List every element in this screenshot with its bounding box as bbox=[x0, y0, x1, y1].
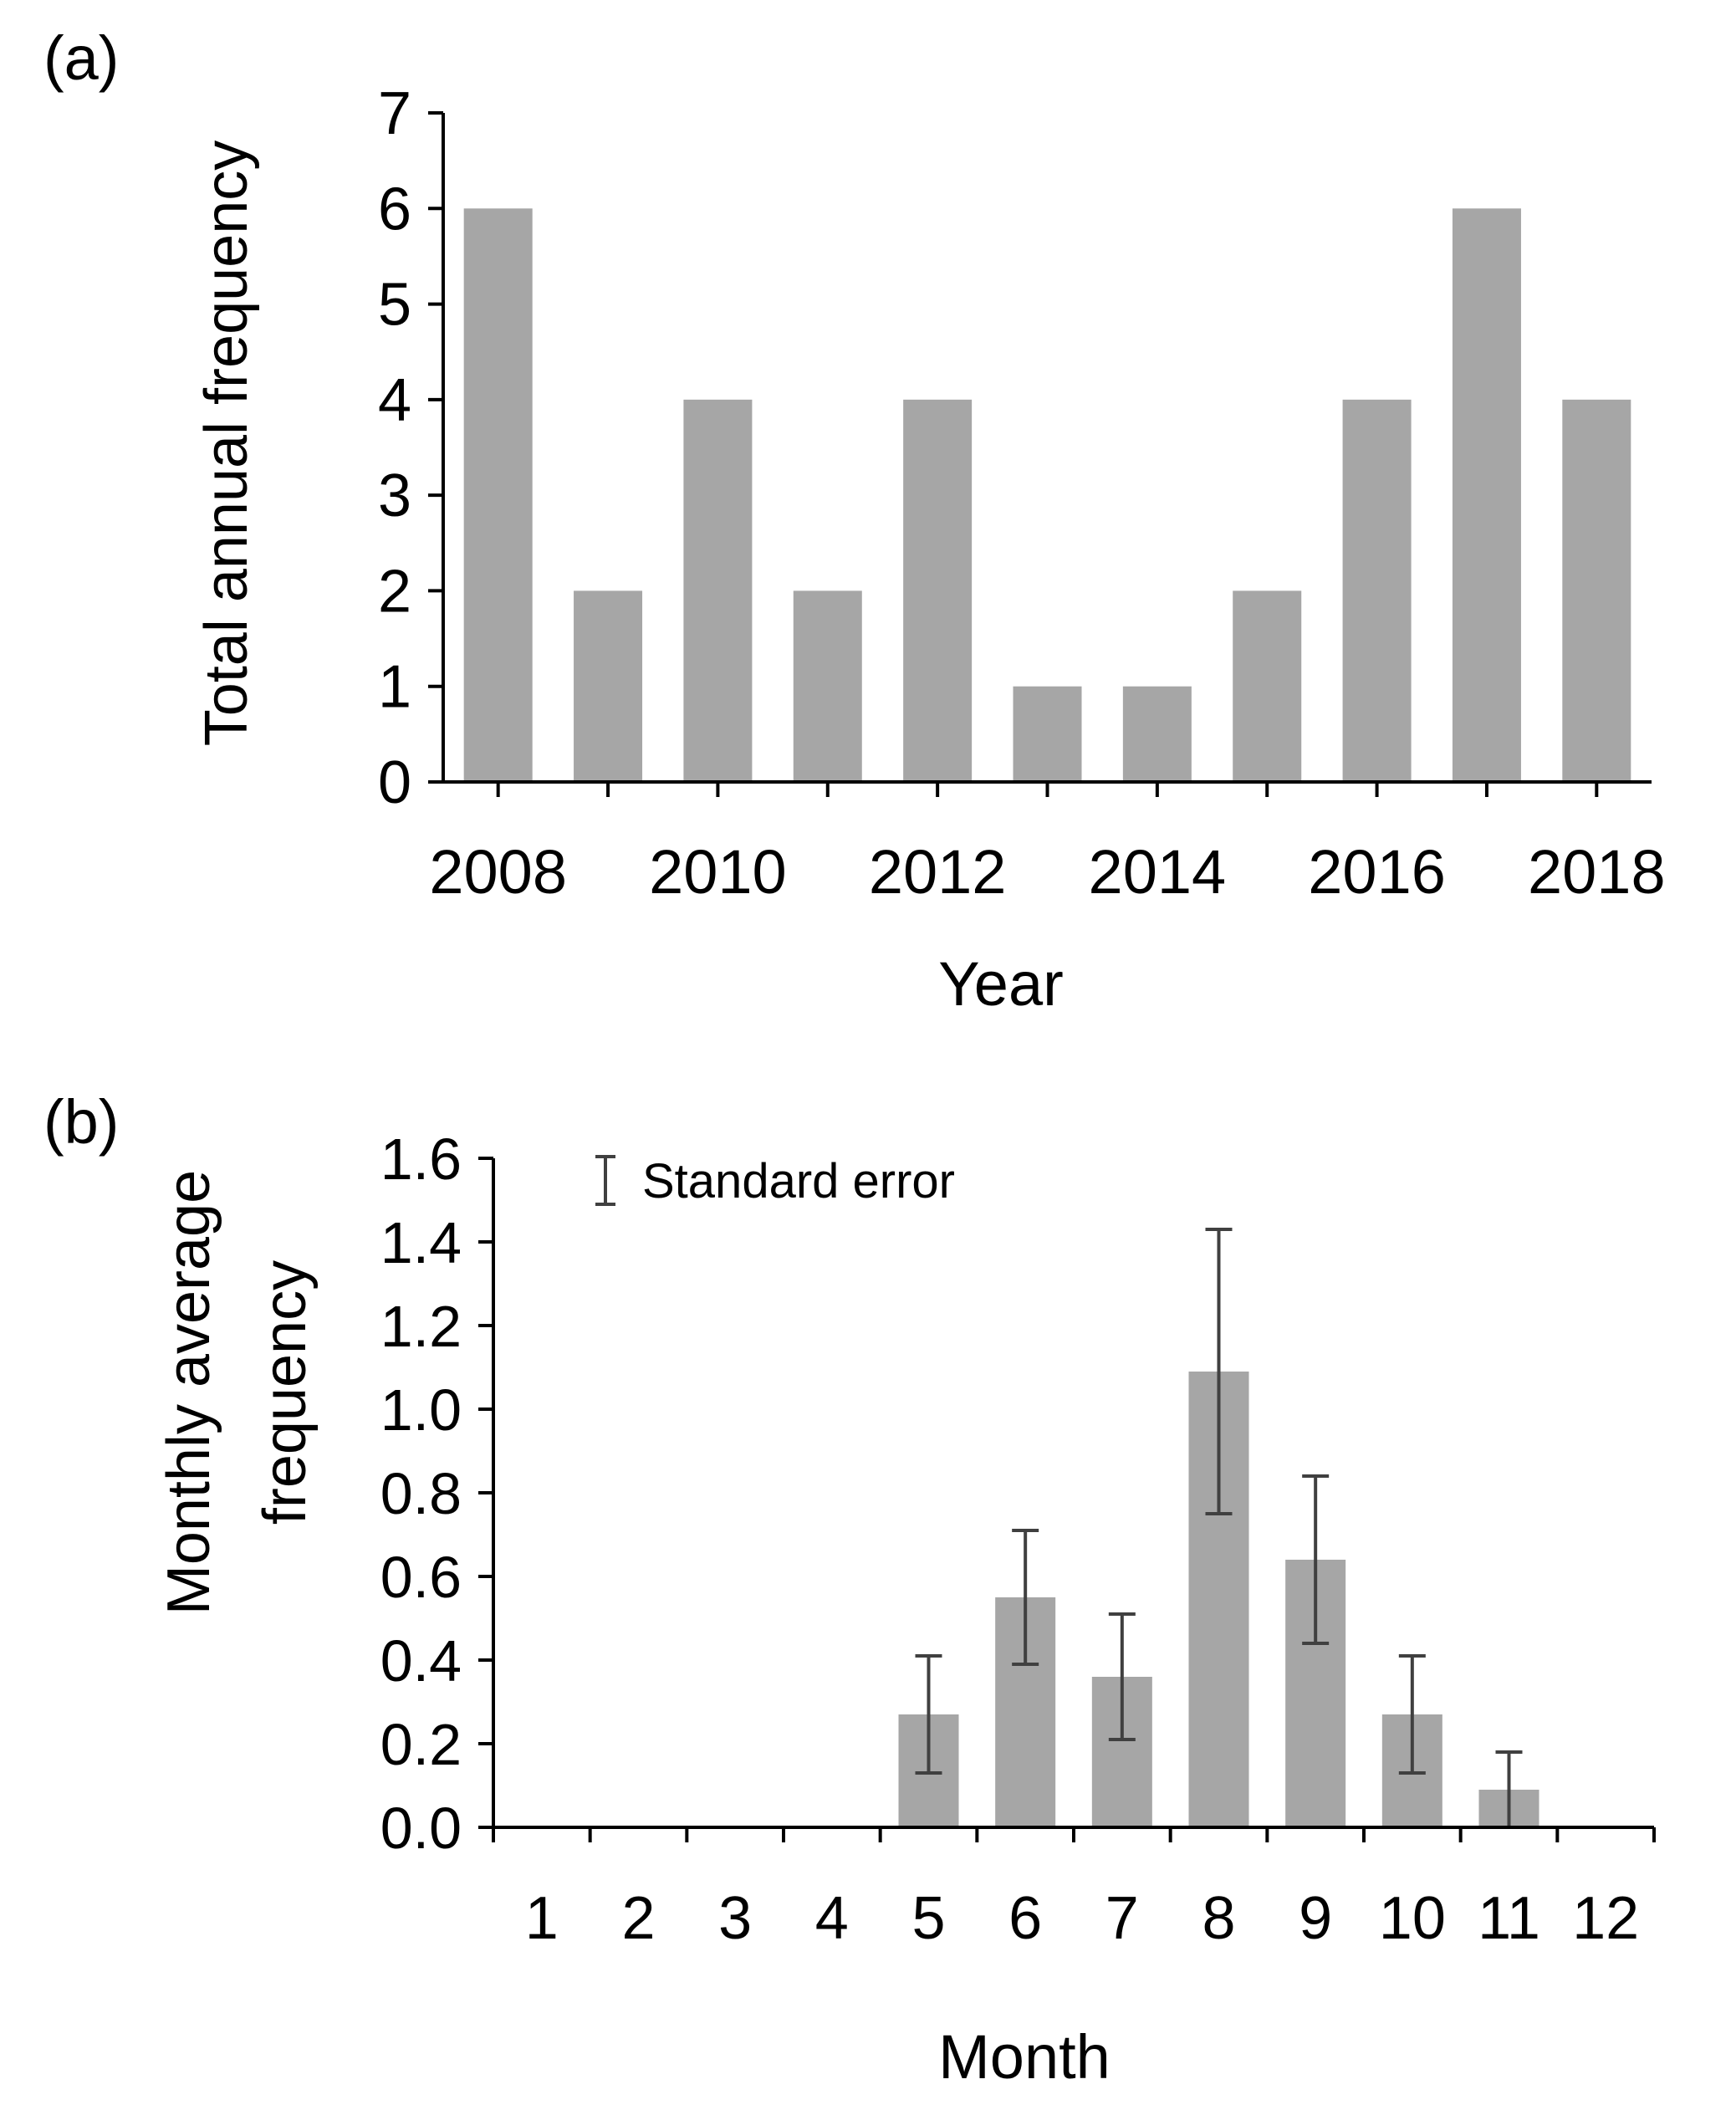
panel-b-y-axis-label-line2: frequency bbox=[252, 1260, 319, 1525]
x-tick-label: 2016 bbox=[1308, 837, 1446, 907]
panel-a-y-axis-label: Total annual frequency bbox=[193, 140, 260, 747]
y-tick-label: 0.2 bbox=[380, 1712, 462, 1777]
y-tick-label: 1.2 bbox=[380, 1294, 462, 1359]
y-tick-label: 7 bbox=[378, 80, 411, 147]
error-bar-legend-icon bbox=[595, 1155, 615, 1206]
x-tick-label: 2014 bbox=[1089, 837, 1227, 907]
x-tick-label: 7 bbox=[1105, 1885, 1139, 1952]
panel-a-x-axis-label: Year bbox=[938, 949, 1064, 1019]
x-tick-label: 2 bbox=[621, 1885, 655, 1952]
x-tick-label: 8 bbox=[1202, 1885, 1235, 1952]
x-tick-label: 4 bbox=[815, 1885, 849, 1952]
panel-a-chart: (a) Total annual frequency Year 0 1 2 3 4 5 6 7… bbox=[43, 23, 1666, 1019]
x-tick-label: 2010 bbox=[649, 837, 787, 907]
bar-2016 bbox=[1342, 399, 1412, 782]
x-tick-label: 11 bbox=[1478, 1885, 1540, 1952]
x-tick-label: 9 bbox=[1299, 1885, 1332, 1952]
y-tick-label: 1 bbox=[378, 654, 411, 721]
bar-2009 bbox=[574, 590, 643, 782]
x-tick-label: 12 bbox=[1572, 1885, 1639, 1952]
y-tick-label: 3 bbox=[378, 462, 411, 529]
bar-2011 bbox=[793, 590, 862, 782]
y-tick-label: 6 bbox=[378, 176, 411, 243]
y-tick-label: 4 bbox=[378, 367, 411, 434]
bar-2018 bbox=[1562, 399, 1631, 782]
bar-2013 bbox=[1013, 686, 1082, 782]
panel-b-label: (b) bbox=[43, 1087, 119, 1157]
x-tick-label: 2018 bbox=[1528, 837, 1666, 907]
y-tick-label: 5 bbox=[378, 272, 411, 339]
y-tick-label: 0.4 bbox=[380, 1628, 462, 1694]
x-tick-label: 5 bbox=[911, 1885, 945, 1952]
y-tick-label: 0 bbox=[378, 749, 411, 816]
y-tick-label: 0.8 bbox=[380, 1461, 462, 1526]
y-tick-label: 0.0 bbox=[380, 1796, 462, 1861]
bar-2017 bbox=[1452, 208, 1521, 783]
legend: Standard error bbox=[595, 1154, 955, 1208]
x-tick-label: 2008 bbox=[429, 837, 567, 907]
x-tick-label: 3 bbox=[718, 1885, 752, 1952]
y-tick-label: 1.4 bbox=[380, 1210, 462, 1275]
panel-a-label: (a) bbox=[43, 23, 119, 93]
x-tick-label: 10 bbox=[1379, 1885, 1446, 1952]
bar-2015 bbox=[1233, 590, 1302, 782]
bar-2014 bbox=[1122, 686, 1192, 782]
panel-b-x-axis-label: Month bbox=[938, 2022, 1111, 2092]
y-tick-label: 2 bbox=[378, 558, 411, 625]
y-tick-label: 1.6 bbox=[380, 1127, 462, 1192]
x-tick-label: 1 bbox=[525, 1885, 559, 1952]
panel-b-y-axis-label-line1: Monthly average bbox=[156, 1170, 222, 1615]
bar-2010 bbox=[683, 399, 753, 782]
x-tick-label: 2012 bbox=[869, 837, 1007, 907]
y-tick-label: 1.0 bbox=[380, 1377, 462, 1443]
y-tick-label: 0.6 bbox=[380, 1545, 462, 1610]
legend-label: Standard error bbox=[642, 1154, 955, 1208]
bar-2012 bbox=[903, 399, 973, 782]
x-tick-label: 6 bbox=[1008, 1885, 1042, 1952]
bar-2008 bbox=[463, 208, 533, 783]
panel-b-chart: (b) Monthly average frequency Month Stan… bbox=[43, 1087, 1656, 2092]
